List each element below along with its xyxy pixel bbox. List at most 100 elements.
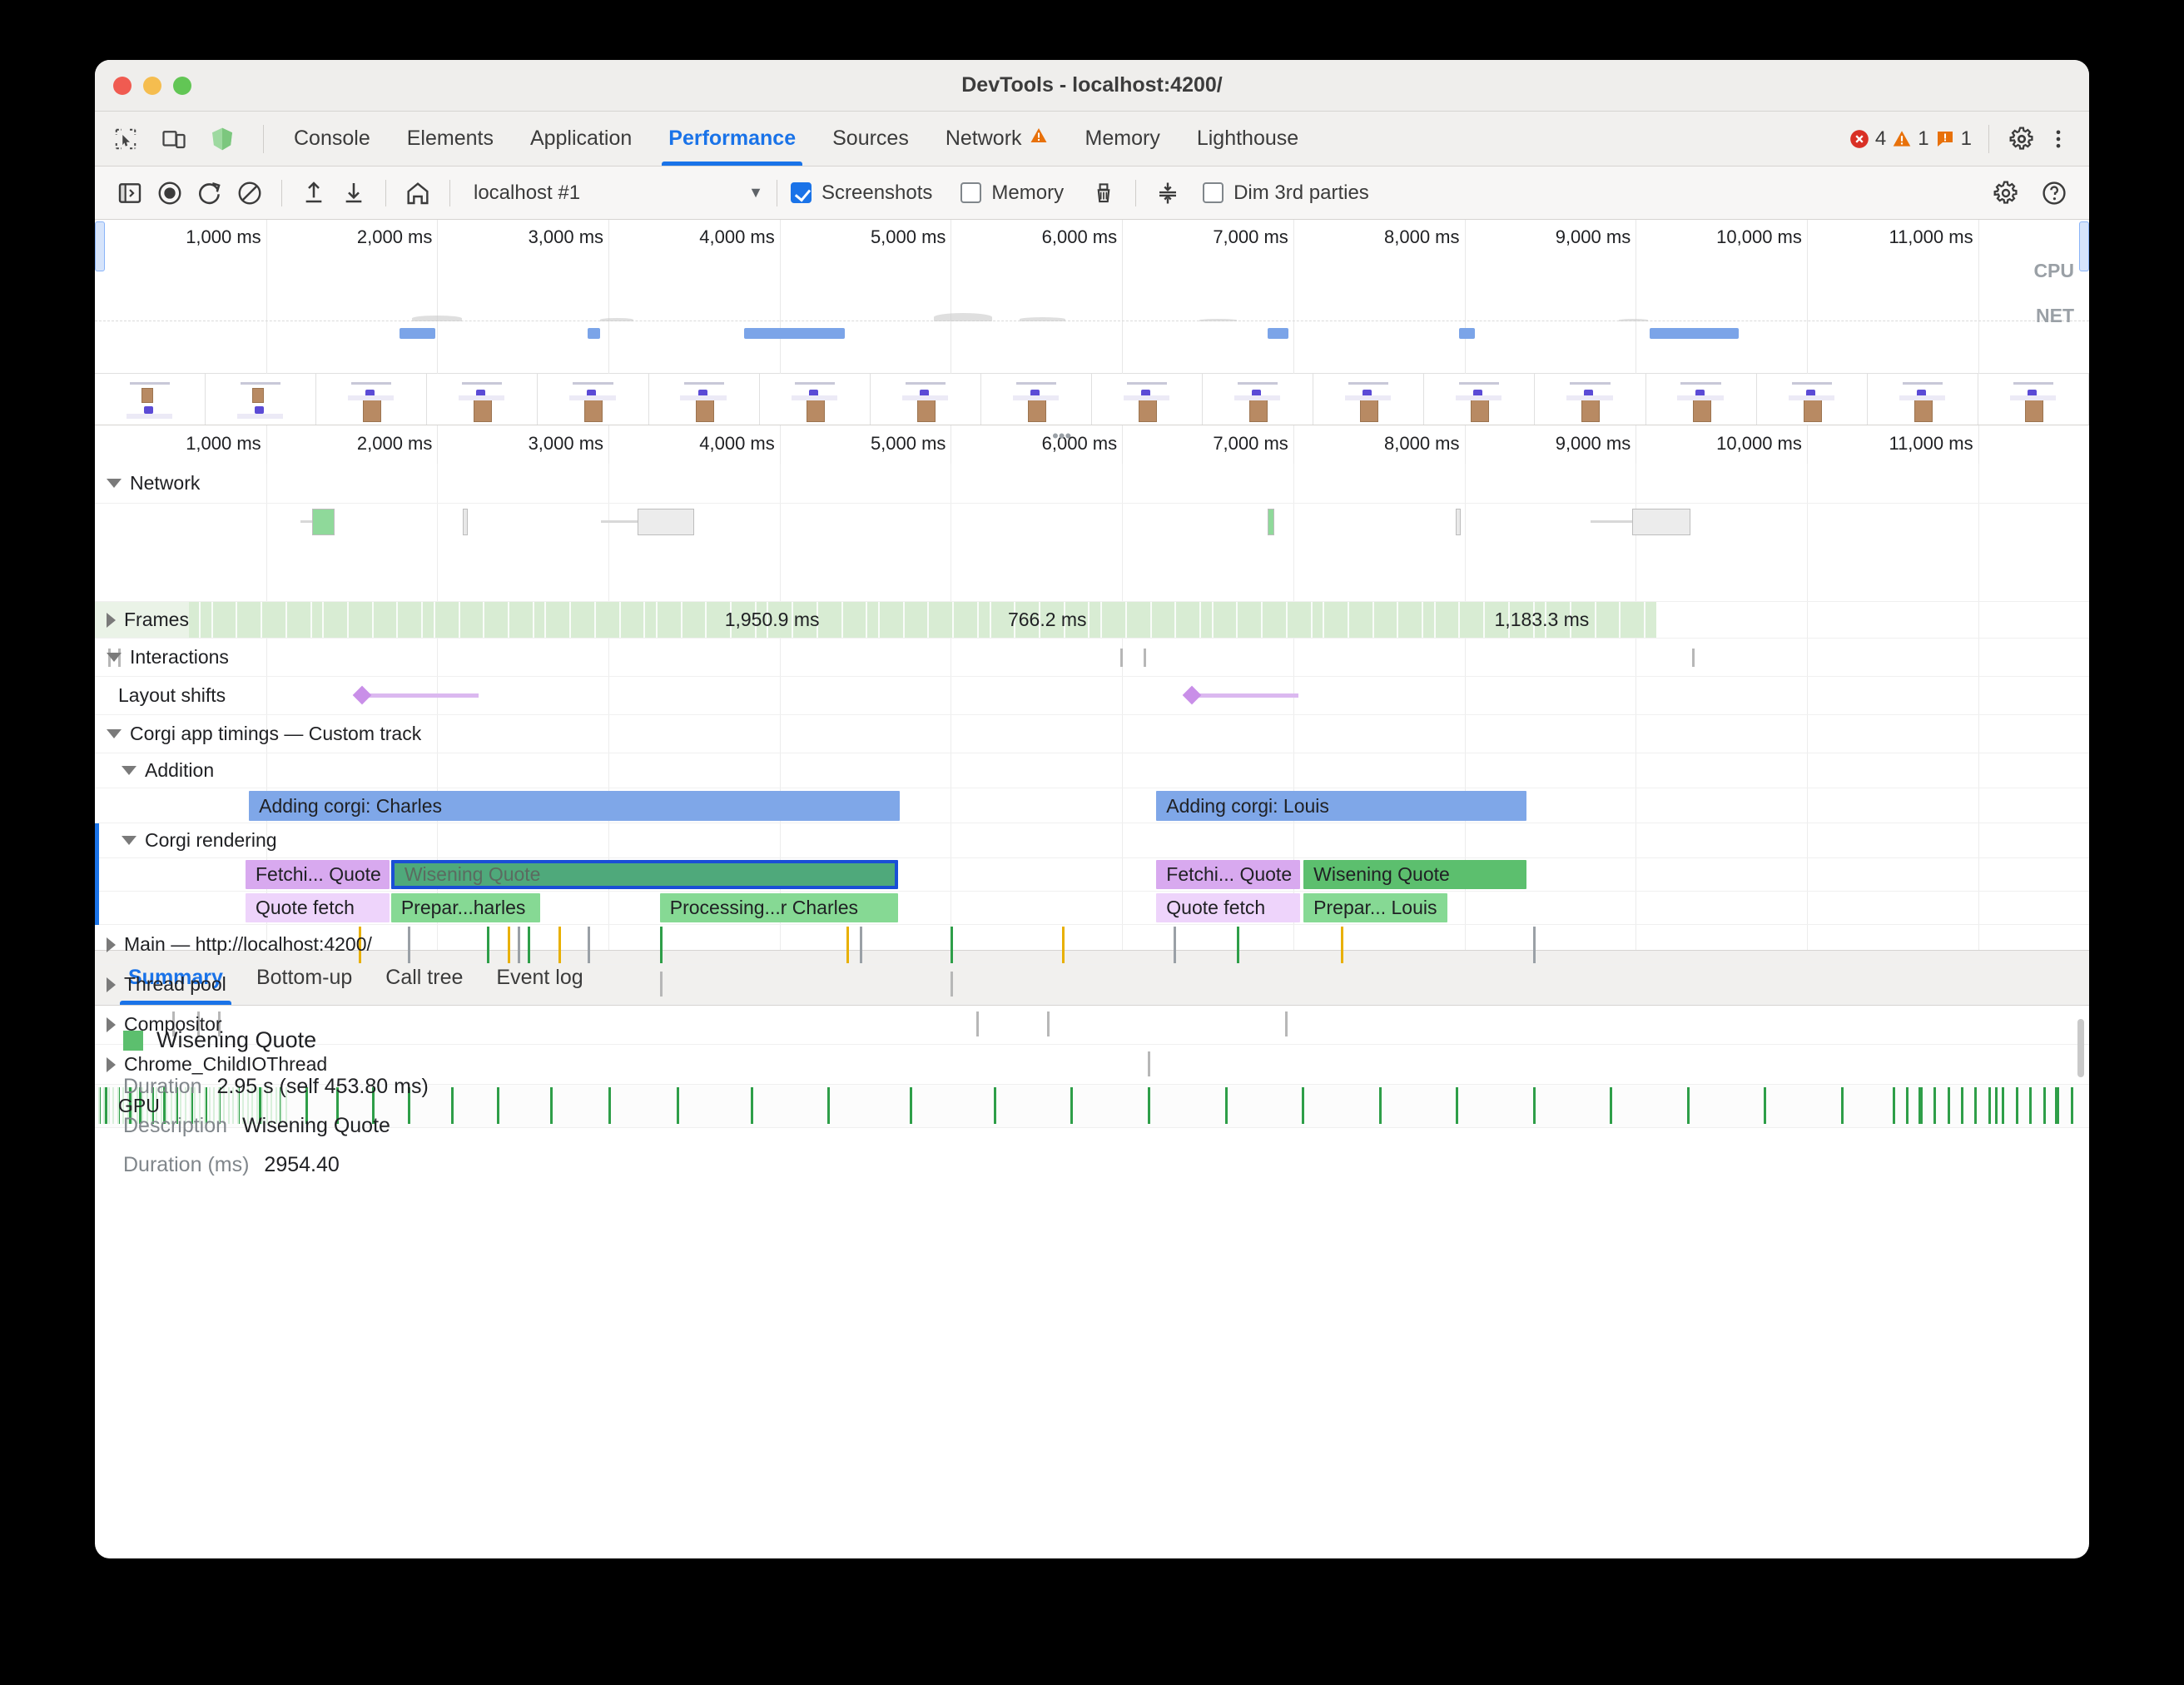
event-marker[interactable] — [1062, 927, 1065, 963]
track-label[interactable]: Layout shifts — [95, 677, 226, 714]
track-label[interactable]: Main — http://localhost:4200/ — [95, 925, 372, 964]
track-addition-bars[interactable]: Adding corgi: Charles Adding corgi: Louis — [95, 788, 2089, 823]
frame-duration-label[interactable]: 1,183.3 ms — [1494, 609, 1590, 630]
filmstrip-frame[interactable] — [538, 374, 649, 425]
filmstrip-frame[interactable] — [1757, 374, 1868, 425]
track-compositor[interactable]: Compositor — [95, 1005, 2089, 1045]
event-marker[interactable] — [107, 1087, 110, 1124]
event-marker[interactable] — [2015, 1087, 2018, 1124]
event-marker[interactable] — [507, 927, 510, 963]
event-marker[interactable] — [1988, 1087, 1991, 1124]
track-thread-pool[interactable]: Thread pool — [95, 965, 2089, 1005]
event-marker[interactable] — [1120, 649, 1124, 667]
screenshots-checkbox[interactable]: Screenshots — [791, 181, 932, 205]
filmstrip-frame[interactable] — [1646, 374, 1757, 425]
event-marker[interactable] — [1147, 1087, 1150, 1124]
event-marker[interactable] — [280, 1087, 282, 1124]
event-marker[interactable] — [122, 1087, 124, 1124]
tab-event-log[interactable]: Event log — [479, 952, 599, 1005]
filmstrip-frame[interactable] — [760, 374, 871, 425]
event-marker[interactable] — [588, 927, 591, 963]
track-label[interactable]: Thread pool — [95, 965, 226, 1004]
chevron-right-icon[interactable] — [107, 977, 116, 992]
event-marker[interactable] — [1341, 927, 1344, 963]
tab-summary[interactable]: Summary — [112, 952, 240, 1005]
event-marker[interactable] — [550, 1087, 553, 1124]
flamechart-area[interactable]: 1,000 ms 2,000 ms 3,000 ms 4,000 ms 5,000 ms… — [95, 425, 2089, 1128]
chevron-right-icon[interactable] — [107, 1056, 116, 1072]
event-marker[interactable] — [1933, 1087, 1937, 1124]
event-marker[interactable] — [146, 1087, 148, 1124]
frame-duration-label[interactable]: 1,950.9 ms — [724, 609, 820, 630]
chevron-down-icon[interactable] — [107, 729, 122, 738]
expand-collapse-icon[interactable] — [1149, 175, 1186, 211]
event-marker[interactable] — [261, 1087, 263, 1124]
event-marker[interactable] — [1532, 1087, 1536, 1124]
event-marker[interactable] — [408, 1087, 411, 1124]
collect-garbage-icon[interactable] — [1085, 175, 1122, 211]
event-marker[interactable] — [259, 1087, 262, 1124]
reload-and-record-icon[interactable] — [191, 175, 228, 211]
rendering-event-bar[interactable]: Prepar... Louis — [1303, 893, 1447, 922]
tab-network[interactable]: Network — [927, 112, 1067, 166]
event-marker[interactable] — [199, 1087, 201, 1124]
memory-checkbox[interactable]: Memory — [960, 181, 1064, 205]
event-marker[interactable] — [213, 1087, 216, 1124]
event-marker[interactable] — [1692, 649, 1695, 667]
clear-icon[interactable] — [231, 175, 268, 211]
event-marker[interactable] — [197, 1011, 201, 1036]
overview-window-left-handle[interactable] — [95, 221, 105, 271]
event-marker[interactable] — [105, 1087, 108, 1124]
tab-bottom-up[interactable]: Bottom-up — [240, 952, 369, 1005]
event-marker[interactable] — [232, 1087, 235, 1124]
event-marker[interactable] — [1224, 1087, 1228, 1124]
track-label[interactable]: Addition — [95, 753, 214, 788]
event-marker[interactable] — [246, 1087, 249, 1124]
event-marker[interactable] — [1906, 1087, 1909, 1124]
rendering-event-bar[interactable]: Quote fetch — [1156, 893, 1301, 922]
event-marker[interactable] — [2055, 1087, 2058, 1124]
tab-console[interactable]: Console — [275, 112, 389, 166]
resizer-handle[interactable]: ••• — [1052, 425, 1072, 446]
dim-3rd-parties-checkbox[interactable]: Dim 3rd parties — [1203, 181, 1369, 205]
event-marker[interactable] — [2057, 1087, 2060, 1124]
record-icon[interactable] — [151, 175, 188, 211]
event-marker[interactable] — [139, 1087, 142, 1124]
event-marker[interactable] — [189, 1087, 191, 1124]
event-marker[interactable] — [659, 927, 663, 963]
track-network-body[interactable] — [95, 504, 2089, 602]
tab-elements[interactable]: Elements — [389, 112, 512, 166]
event-marker[interactable] — [132, 1087, 134, 1124]
event-marker[interactable] — [305, 1087, 308, 1124]
network-request-bar[interactable] — [1267, 509, 1275, 535]
event-marker[interactable] — [2002, 1087, 2005, 1124]
event-marker[interactable] — [1302, 1087, 1305, 1124]
track-chrome-childiothread[interactable]: Chrome_ChildIOThread — [95, 1045, 2089, 1085]
overview-window-right-handle[interactable] — [2079, 221, 2089, 271]
error-count-badge[interactable]: 4 — [1849, 127, 1886, 151]
event-marker[interactable] — [951, 927, 954, 963]
chevron-down-icon[interactable] — [107, 653, 122, 662]
track-label[interactable]: Frames — [95, 602, 189, 638]
track-label[interactable]: Corgi app timings — Custom track — [95, 715, 421, 753]
event-marker[interactable] — [117, 1087, 120, 1124]
event-marker[interactable] — [659, 972, 663, 997]
track-label[interactable]: Interactions — [95, 639, 229, 676]
event-marker[interactable] — [372, 1087, 375, 1124]
event-marker[interactable] — [165, 1087, 167, 1124]
filmstrip-frame[interactable] — [981, 374, 1092, 425]
event-marker[interactable] — [129, 1087, 132, 1124]
gear-icon[interactable] — [1988, 175, 2024, 211]
minimize-window-button[interactable] — [143, 76, 161, 95]
filmstrip-frame[interactable] — [871, 374, 981, 425]
event-marker[interactable] — [102, 1087, 105, 1124]
event-marker[interactable] — [266, 1087, 268, 1124]
network-request-bar[interactable] — [312, 509, 335, 535]
event-marker[interactable] — [1532, 927, 1536, 963]
filmstrip-frame[interactable] — [206, 374, 317, 425]
rendering-event-bar[interactable]: Fetchi... Quote — [1156, 860, 1301, 889]
network-request-bar[interactable] — [1632, 509, 1690, 535]
event-marker[interactable] — [160, 1087, 162, 1124]
event-marker[interactable] — [336, 1087, 340, 1124]
track-network[interactable]: Network — [95, 464, 2089, 504]
